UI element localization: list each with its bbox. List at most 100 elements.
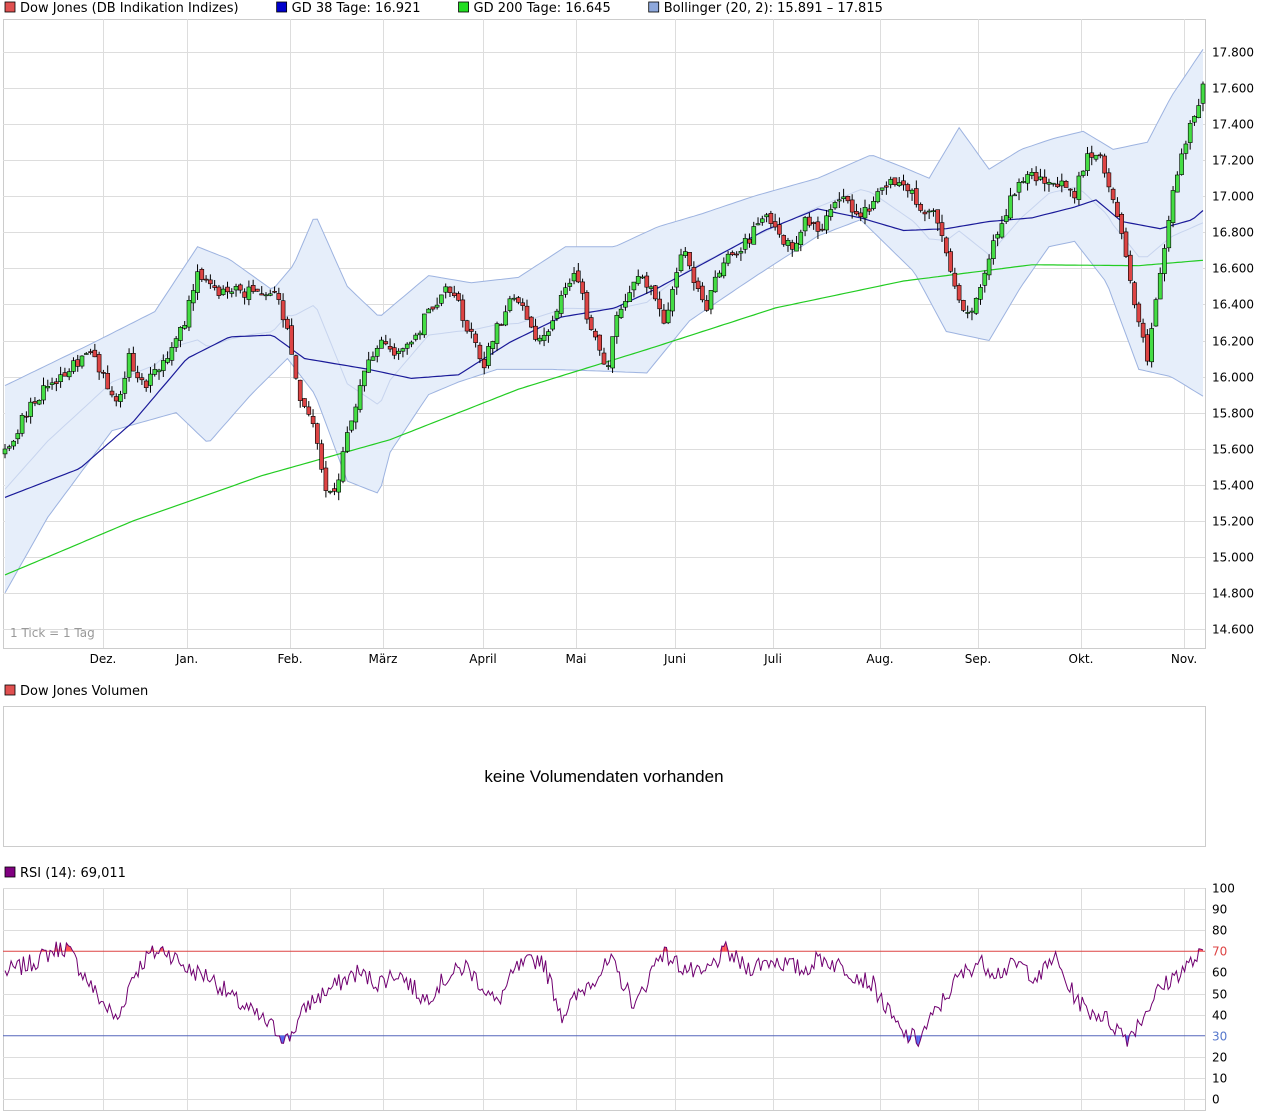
candle-body <box>297 379 303 401</box>
candle-body <box>1093 154 1099 160</box>
candle-body <box>161 360 166 371</box>
candle-body <box>1183 143 1189 154</box>
candle-body <box>15 433 21 440</box>
candle-body <box>36 399 42 405</box>
candle-body <box>447 286 453 293</box>
candle-body <box>546 331 551 336</box>
candle-body <box>212 285 217 288</box>
candle-body <box>567 282 573 287</box>
candle-body <box>644 275 650 288</box>
candle-body <box>541 334 547 341</box>
y-tick-label: 17.600 <box>1212 82 1254 96</box>
candle-body <box>1149 328 1154 363</box>
candle-body <box>285 318 290 329</box>
candle-body <box>494 323 500 344</box>
candle-body <box>717 272 722 278</box>
candle-body <box>849 199 855 213</box>
candle-body <box>687 252 692 267</box>
candle-body <box>1136 303 1142 323</box>
rsi-overbought-fill <box>66 942 69 952</box>
candle-body <box>1187 123 1193 143</box>
rsi-line <box>4 940 1204 1048</box>
candle-body <box>413 334 419 340</box>
candle-body <box>913 188 919 205</box>
candle-body <box>1042 176 1047 184</box>
candle-body <box>1162 248 1167 274</box>
candle-body <box>926 210 932 213</box>
rsi-overbought-fill <box>160 946 163 952</box>
y-tick-label: 14.800 <box>1212 587 1254 601</box>
rsi-panel-frame <box>3 888 1206 1111</box>
candle-body <box>871 201 876 209</box>
candle-body <box>498 324 504 326</box>
candle-body <box>550 320 556 330</box>
candle-body <box>528 316 534 328</box>
candle-body <box>481 358 487 369</box>
candle-body <box>991 240 996 259</box>
candle-body <box>400 348 406 352</box>
legend-label-2: GD 200 Tage: 16.645 <box>474 1 611 16</box>
candle-body <box>169 347 175 361</box>
candle-body <box>486 346 491 366</box>
candle-body <box>118 393 123 402</box>
candle-body <box>742 238 748 250</box>
candle-body <box>1106 172 1112 188</box>
candle-body <box>712 276 718 293</box>
candle-body <box>319 443 324 470</box>
candle-body <box>777 224 782 235</box>
candle-body <box>62 372 68 377</box>
y-tick-label: 17.400 <box>1212 118 1254 132</box>
candle-body <box>931 210 936 212</box>
candle-body <box>92 349 98 358</box>
candle-body <box>332 488 337 492</box>
candle-body <box>383 341 389 345</box>
candle-body <box>293 355 299 379</box>
rsi-y-tick-label: 0 <box>1212 1093 1220 1107</box>
rsi-y-tick-label: 90 <box>1212 903 1227 917</box>
candle-body <box>922 211 928 215</box>
candle-body <box>464 320 470 332</box>
bollinger-middle-line <box>4 186 1204 490</box>
candle-body <box>605 365 611 367</box>
bollinger-upper-line <box>4 49 1204 387</box>
candle-body <box>918 204 923 211</box>
candle-body <box>272 290 277 293</box>
candle-body <box>691 267 697 283</box>
candle-body <box>516 297 521 303</box>
candle-body <box>614 314 620 337</box>
candle-body <box>678 254 684 271</box>
candle-body <box>1033 172 1039 182</box>
candle-body <box>1145 334 1150 362</box>
candle-body <box>84 353 89 355</box>
legend-swatch-1 <box>276 1 288 13</box>
candle-body <box>875 191 881 203</box>
candle-body <box>943 237 949 254</box>
candle-body <box>113 396 119 402</box>
candle-body <box>841 196 846 200</box>
y-tick-label: 17.000 <box>1212 190 1254 204</box>
candle-body <box>1123 231 1129 257</box>
candle-body <box>948 251 953 272</box>
rsi-y-tick-label: 10 <box>1212 1072 1227 1086</box>
candle-body <box>956 285 962 301</box>
candle-body <box>695 280 701 290</box>
candle-body <box>1175 174 1180 193</box>
candle-body <box>374 347 380 357</box>
x-tick-label: Aug. <box>866 652 893 666</box>
candle-body <box>978 286 983 300</box>
candle-body <box>700 285 705 301</box>
x-tick-label: Juni <box>663 652 686 666</box>
candle-body <box>759 218 765 223</box>
candle-body <box>884 185 889 188</box>
candle-body <box>896 182 902 186</box>
candle-body <box>768 213 774 224</box>
candle-body <box>45 385 51 389</box>
candle-body <box>610 336 615 369</box>
candle-body <box>477 344 483 360</box>
candle-body <box>302 398 307 407</box>
x-tick-label: Nov. <box>1171 652 1197 666</box>
candle-body <box>952 272 958 287</box>
candle-body <box>824 215 829 231</box>
candle-body <box>623 301 628 308</box>
x-tick-label: Feb. <box>277 652 302 666</box>
